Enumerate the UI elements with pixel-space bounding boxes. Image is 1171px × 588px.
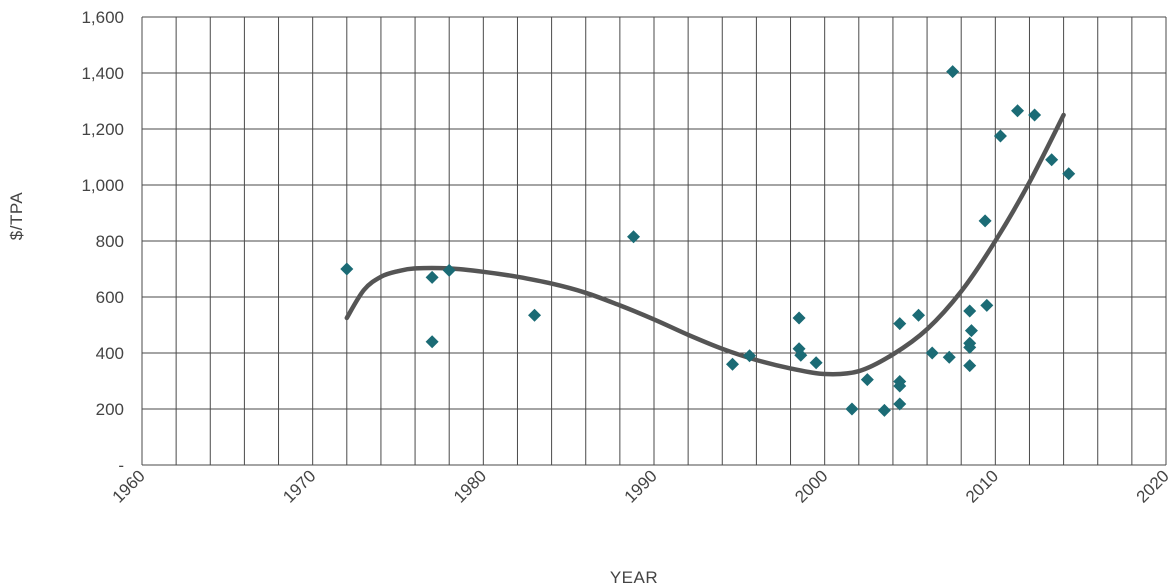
data-point	[963, 340, 977, 354]
data-point	[845, 402, 859, 416]
data-point	[860, 373, 874, 387]
x-tick-label: 1960	[109, 466, 149, 506]
data-point	[743, 349, 757, 363]
data-point	[993, 129, 1007, 143]
grid	[141, 16, 1167, 466]
data-point	[442, 263, 456, 277]
y-tick-label: 600	[96, 288, 124, 307]
x-tick-label: 2000	[791, 466, 831, 506]
x-tick-label: 1970	[279, 466, 319, 506]
y-tick-label: 1,400	[81, 64, 124, 83]
data-point	[964, 324, 978, 338]
x-tick-label: 1990	[621, 466, 661, 506]
data-point	[893, 397, 907, 411]
data-point	[946, 65, 960, 79]
y-tick-label: 1,000	[81, 176, 124, 195]
data-point	[980, 298, 994, 312]
data-point	[1028, 108, 1042, 122]
data-point	[963, 359, 977, 373]
y-tick-label: 1,200	[81, 120, 124, 139]
data-point	[893, 379, 907, 393]
data-point	[877, 403, 891, 417]
data-point	[893, 317, 907, 331]
data-point	[925, 346, 939, 360]
data-point	[726, 357, 740, 371]
data-point	[792, 311, 806, 325]
data-points	[340, 65, 1076, 417]
data-point	[1045, 153, 1059, 167]
trend-line	[344, 112, 1066, 377]
data-point	[809, 356, 823, 370]
data-point	[1062, 167, 1076, 181]
y-tick-label: 200	[96, 400, 124, 419]
y-axis-title: $/TPA	[7, 192, 26, 241]
data-point	[794, 348, 808, 362]
x-tick-label: 2020	[1133, 466, 1171, 506]
data-point	[1011, 104, 1025, 118]
data-point	[425, 335, 439, 349]
data-point	[912, 308, 926, 322]
x-tick-label: 1980	[450, 466, 490, 506]
y-tick-label: 400	[96, 344, 124, 363]
data-point	[942, 350, 956, 364]
x-tick-label: 2010	[962, 466, 1002, 506]
data-point	[528, 308, 542, 322]
x-axis-title: YEAR	[610, 568, 658, 587]
y-tick-label: -	[118, 456, 124, 475]
data-point	[627, 230, 641, 244]
data-point	[425, 270, 439, 284]
data-point	[978, 214, 992, 228]
x-axis-ticks: 1960 1970 1980 1990 2000 2010 2020	[109, 466, 1171, 506]
y-tick-label: 800	[96, 232, 124, 251]
y-axis-ticks: - 200 400 600 800 1,000 1,200 1,400 1,600	[81, 8, 124, 475]
data-point	[340, 262, 354, 276]
data-point	[963, 304, 977, 318]
y-tick-label: 1,600	[81, 8, 124, 27]
